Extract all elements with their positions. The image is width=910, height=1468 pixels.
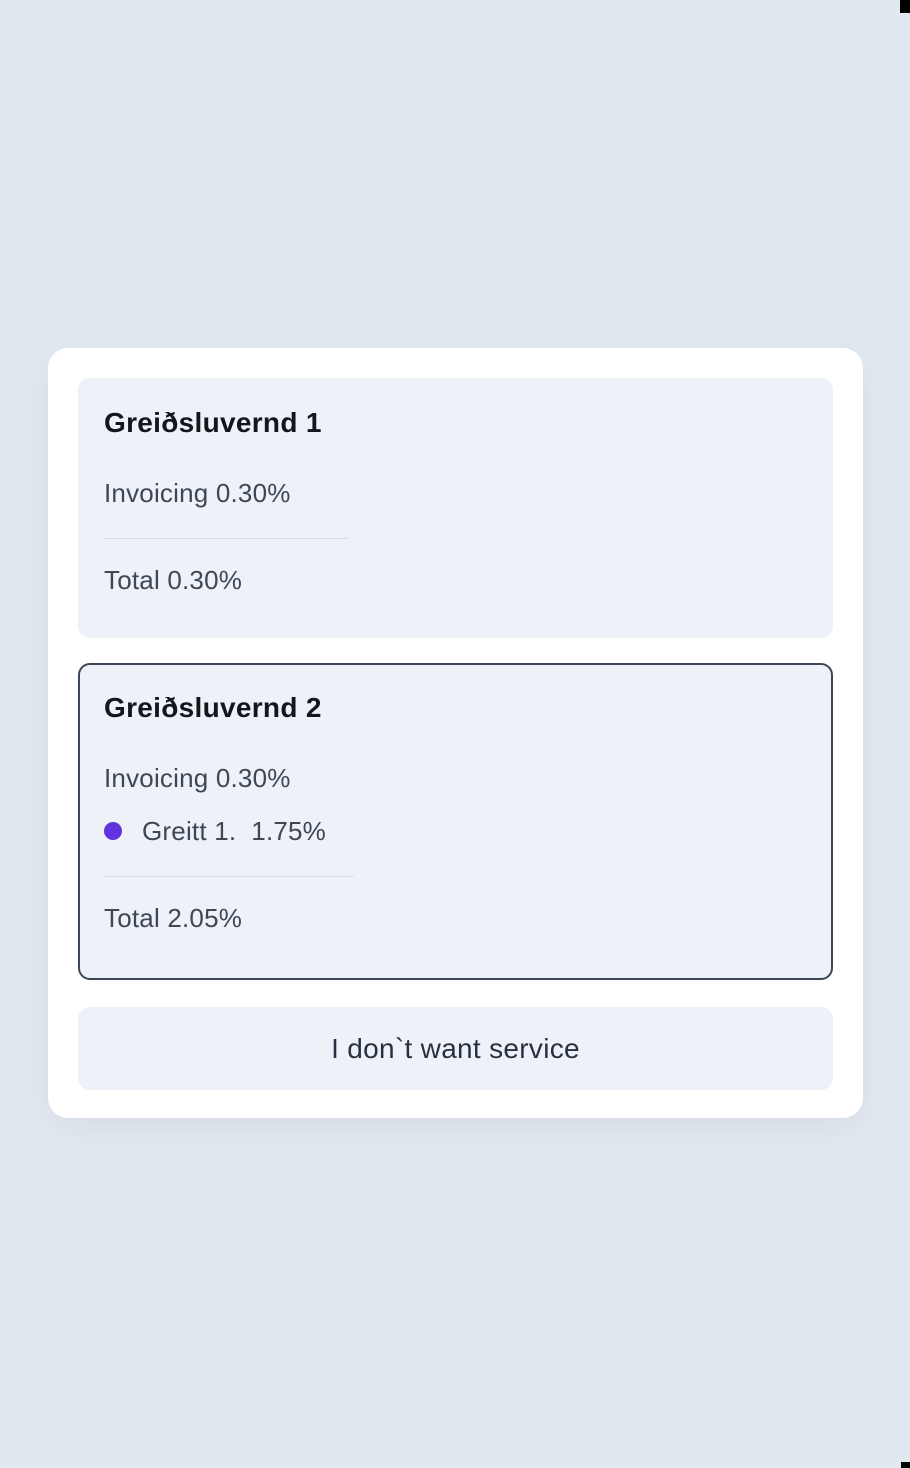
decline-service-button[interactable]: I don`t want service (78, 1007, 833, 1090)
plan-card-greidsluvernd-2-selected[interactable]: Greiðsluvernd 2 Invoicing 0.30% Greitt 1… (78, 663, 833, 980)
decline-service-label: I don`t want service (331, 1032, 580, 1064)
plan-title: Greiðsluvernd 1 (104, 407, 322, 438)
divider (104, 876, 354, 877)
plan-invoicing-rate: Invoicing 0.30% (104, 478, 291, 508)
bullet-dot-icon (104, 822, 122, 840)
greitt-label: Greitt 1. (142, 816, 237, 846)
screen-corner-artifact-top-right (900, 0, 910, 13)
plan-card-greidsluvernd-1[interactable]: Greiðsluvernd 1 Invoicing 0.30% Total 0.… (78, 378, 833, 638)
plan-invoicing-rate: Invoicing 0.30% (104, 763, 291, 793)
plan-selection-panel: Greiðsluvernd 1 Invoicing 0.30% Total 0.… (48, 348, 863, 1118)
plan-greitt-row: Greitt 1. 1.75% (104, 816, 807, 846)
plan-title: Greiðsluvernd 2 (104, 692, 322, 723)
plan-total: Total 2.05% (104, 903, 243, 933)
plan-total: Total 0.30% (104, 565, 243, 595)
screen-corner-artifact-bottom-right (901, 1462, 910, 1468)
divider (104, 538, 349, 539)
greitt-rate: 1.75% (251, 816, 327, 846)
